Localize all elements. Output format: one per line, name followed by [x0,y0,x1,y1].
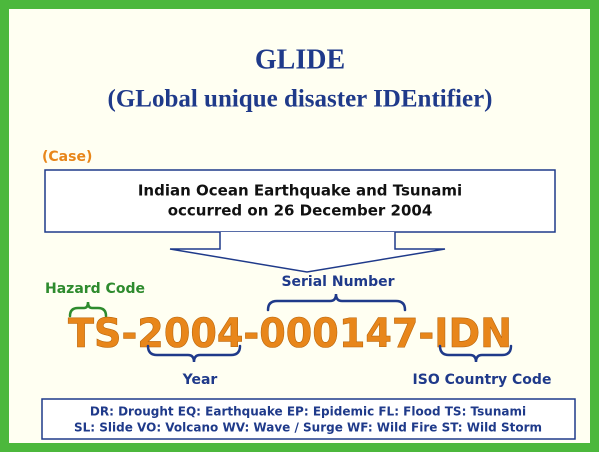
legend-line: SL: Slide VO: Volcano WV: Wave / Surge W… [74,421,542,435]
hazard-label: Hazard Code [45,281,145,297]
case-line: Indian Ocean Earthquake and Tsunami [138,182,462,200]
case-label: (Case) [42,149,92,165]
case-line: occurred on 26 December 2004 [168,202,433,220]
brace [146,344,242,363]
brace [68,301,108,318]
title: GLIDE [255,44,345,75]
country-label: ISO Country Code [413,372,552,388]
subtitle: (GLobal unique disaster IDEntifier) [108,86,493,113]
legend-line: DR: Drought EQ: Earthquake EP: Epidemic … [90,405,526,419]
arrow [169,232,446,273]
brace [266,293,407,312]
glide-code: TS-2004-000147-IDN [68,311,512,357]
year-label: Year [182,372,218,388]
legend-box [41,398,576,440]
serial-label: Serial Number [281,274,394,290]
brace [438,344,513,363]
